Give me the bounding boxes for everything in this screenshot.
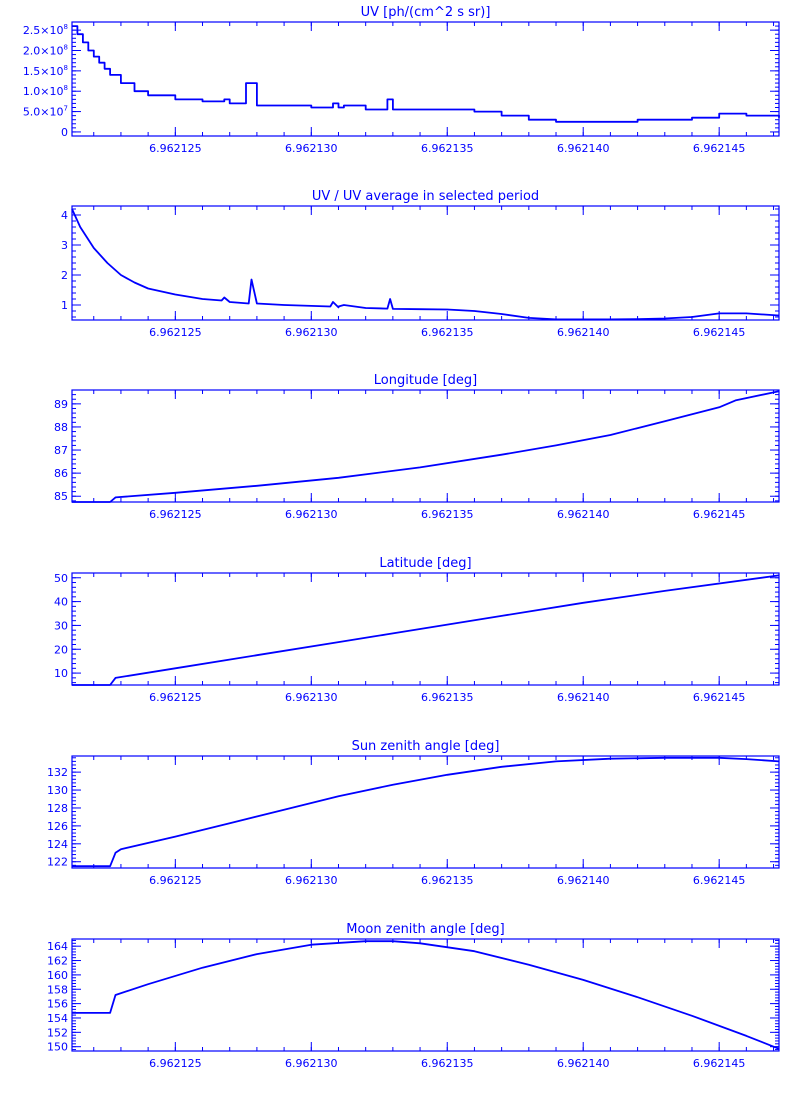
y-tick-label: 50: [54, 572, 68, 585]
series-line: [72, 390, 780, 503]
x-tick-label: 6.962140: [557, 874, 610, 887]
y-tick-label: 2.5×108: [23, 23, 68, 37]
chart-title: Moon zenith angle [deg]: [346, 922, 504, 937]
y-tick-label: 160: [47, 969, 68, 982]
y-tick-label: 156: [47, 998, 68, 1011]
x-tick-label: 6.962130: [285, 691, 338, 704]
x-tick-label: 6.962130: [285, 326, 338, 339]
y-tick-label: 130: [47, 784, 68, 797]
y-tick-label: 128: [47, 802, 68, 815]
y-tick-label: 162: [47, 955, 68, 968]
series-line: [72, 25, 780, 123]
y-tick-label: 158: [47, 983, 68, 996]
y-tick-label: 132: [47, 766, 68, 779]
x-tick-label: 6.962140: [557, 508, 610, 521]
y-tick-label: 2.0×108: [23, 44, 68, 58]
x-tick-label: 6.962140: [557, 326, 610, 339]
chart-panel-1: UV [ph/(cm^2 s sr)] 0 5.0×107 1.0×108 1.5×10…: [23, 5, 780, 155]
x-tick-label: 6.962140: [557, 691, 610, 704]
x-tick-label: 6.962125: [149, 326, 202, 339]
chart-title: Latitude [deg]: [379, 556, 471, 571]
y-tick-label: 0: [61, 126, 68, 139]
x-tick-label: 6.962130: [285, 508, 338, 521]
y-tick-label: 3: [61, 239, 68, 252]
x-tick-label: 6.962135: [421, 508, 474, 521]
series-line: [72, 756, 780, 868]
x-tick-label: 6.962135: [421, 1057, 474, 1070]
plot-frame: [71, 938, 780, 1052]
x-tick-label: 6.962125: [149, 508, 202, 521]
chart-title: Longitude [deg]: [374, 373, 477, 388]
y-tick-label: 87: [54, 444, 68, 457]
x-tick-label: 6.962130: [285, 1057, 338, 1070]
chart-title: Sun zenith angle [deg]: [352, 739, 500, 754]
x-tick-label: 6.962125: [149, 142, 202, 155]
y-tick-label: 1: [61, 299, 68, 312]
plot-frame: [71, 572, 780, 686]
chart-title: UV / UV average in selected period: [312, 189, 539, 204]
chart-panel-2: UV / UV average in selected period 1 2 3 4 6.…: [61, 189, 780, 339]
series-line: [72, 940, 780, 1050]
y-tick-label: 86: [54, 467, 68, 480]
y-tick-label: 2: [61, 269, 68, 282]
x-tick-label: 6.962145: [693, 326, 746, 339]
y-tick-label: 88: [54, 421, 68, 434]
x-tick-label: 6.962140: [557, 1057, 610, 1070]
x-tick-label: 6.962145: [693, 142, 746, 155]
y-tick-label: 122: [47, 856, 68, 869]
y-tick-label: 150: [47, 1041, 68, 1054]
x-tick-label: 6.962130: [285, 874, 338, 887]
x-tick-label: 6.962125: [149, 1057, 202, 1070]
x-tick-label: 6.962135: [421, 326, 474, 339]
x-tick-label: 6.962145: [693, 691, 746, 704]
y-tick-label: 1.5×108: [23, 64, 68, 78]
x-tick-label: 6.962140: [557, 142, 610, 155]
chart-panel-5: Sun zenith angle [deg] 122 124 126 128 130 132…: [47, 739, 780, 887]
series-line: [71, 208, 780, 321]
series-line: [72, 574, 780, 686]
x-tick-label: 6.962125: [149, 874, 202, 887]
y-tick-label: 126: [47, 820, 68, 833]
y-tick-label: 20: [54, 643, 68, 656]
x-tick-label: 6.962130: [285, 142, 338, 155]
y-tick-label: 152: [47, 1026, 68, 1039]
chart-panel-6: Moon zenith angle [deg]15015215415615816…: [47, 922, 780, 1070]
plot-frame: [71, 755, 780, 869]
y-tick-label: 10: [54, 667, 68, 680]
plot-frame: [71, 389, 780, 503]
y-tick-label: 1.0×108: [23, 84, 68, 98]
x-tick-label: 6.962135: [421, 874, 474, 887]
x-tick-label: 6.962135: [421, 691, 474, 704]
y-tick-label: 40: [54, 596, 68, 609]
chart-panel-4: Latitude [deg] 10 20 30 40 50 6.962125 6.962130…: [54, 556, 780, 704]
y-tick-label: 30: [54, 619, 68, 632]
y-tick-label: 89: [54, 398, 68, 411]
x-tick-label: 6.962135: [421, 142, 474, 155]
y-tick-label: 85: [54, 490, 68, 503]
y-tick-label: 164: [47, 940, 68, 953]
y-tick-label: 4: [61, 209, 68, 222]
x-tick-label: 6.962125: [149, 691, 202, 704]
plot-frame: [71, 205, 780, 321]
chart-title: UV [ph/(cm^2 s sr)]: [361, 5, 491, 20]
x-tick-label: 6.962145: [693, 874, 746, 887]
x-tick-label: 6.962145: [693, 1057, 746, 1070]
y-tick-label: 154: [47, 1012, 68, 1025]
chart-panel-3: Longitude [deg] 85 86 87 88 89 6.962125 6.96213…: [54, 373, 780, 521]
y-tick-label: 5.0×107: [23, 105, 68, 119]
y-tick-label: 124: [47, 838, 68, 851]
x-tick-label: 6.962145: [693, 508, 746, 521]
